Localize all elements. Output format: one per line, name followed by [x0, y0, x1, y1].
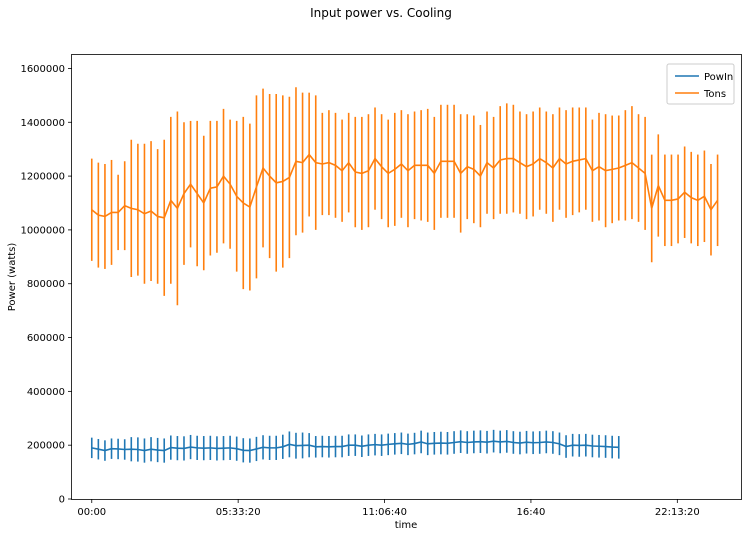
y-tick-label: 200000 — [27, 441, 65, 452]
x-tick-label: 00:00 — [77, 507, 106, 518]
x-tick-label: 22:13:20 — [655, 507, 700, 518]
x-axis-title: time — [395, 520, 418, 531]
y-tick-label: 1200000 — [20, 172, 65, 183]
x-tick-label: 05:33:20 — [216, 507, 261, 518]
line-powin — [91, 440, 619, 452]
y-tick-label: 1600000 — [20, 64, 65, 75]
chart-title: Input power vs. Cooling — [310, 6, 452, 20]
y-tick-label: 0 — [59, 495, 65, 506]
series-powin — [90, 429, 620, 463]
legend: PowIn Tons — [666, 63, 735, 105]
y-axis: 0 200000 400000 600000 800000 1000000 1200000 1… — [20, 64, 72, 506]
legend-label-powin: PowIn — [704, 72, 733, 83]
x-tick-label: 11:06:40 — [362, 507, 407, 518]
y-tick-label: 1400000 — [20, 118, 65, 129]
plot-area — [90, 87, 719, 463]
legend-label-tons: Tons — [703, 89, 726, 100]
line-tons — [91, 153, 719, 219]
x-tick-label: 16:40 — [517, 507, 546, 518]
y-tick-label: 600000 — [27, 333, 65, 344]
plot-frame — [71, 54, 742, 500]
y-tick-label: 1000000 — [20, 225, 65, 236]
series-tons — [90, 87, 719, 306]
legend-frame — [666, 63, 735, 105]
x-axis: 00:00 05:33:20 11:06:40 16:40 22:13:20 — [77, 499, 700, 518]
y-tick-label: 400000 — [27, 387, 65, 398]
y-tick-label: 800000 — [27, 279, 65, 290]
y-axis-title: Power (watts) — [7, 243, 18, 312]
